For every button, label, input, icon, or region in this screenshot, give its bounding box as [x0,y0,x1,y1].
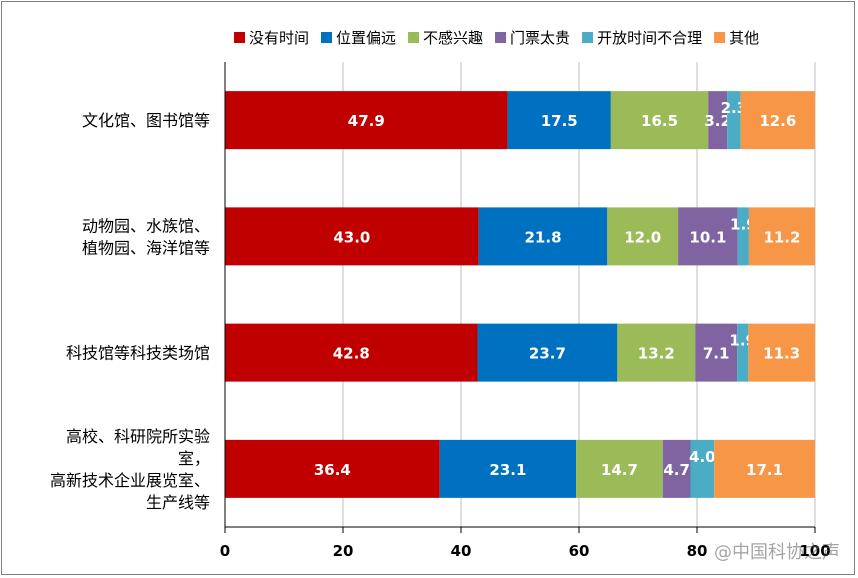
data-label-3-1: 23.1 [489,461,526,479]
legend-swatch-3 [495,32,507,43]
bar-1-3 [678,207,738,266]
bar-1-2 [607,207,679,266]
data-label-1-1: 21.8 [525,228,562,246]
data-label-0-5: 12.6 [759,112,796,130]
legend-label-3: 门票太贵 [510,29,570,47]
legend-label-0: 没有时间 [249,29,309,47]
x-tick-label-0: 0 [220,542,230,560]
data-label-2-1: 23.7 [529,345,566,363]
bar-2-0 [225,323,478,382]
data-label-1-0: 43.0 [333,228,370,246]
legend-swatch-4 [582,32,594,43]
legend-swatch-2 [408,32,420,43]
bar-1-1 [478,207,608,266]
category-label-0-0: 文化馆、图书馆等 [82,111,210,130]
bar-3-1 [439,439,577,498]
x-tick-label-40: 40 [451,542,472,560]
data-label-2-5: 11.3 [763,345,800,363]
bar-1-0 [225,207,479,266]
watermark: @中国科协之声 [714,542,840,563]
data-label-3-3: 4.7 [663,461,690,479]
category-label-3-2: 高新技术企业展览室、 [50,471,210,490]
x-tick-label-80: 80 [687,542,708,560]
bar-3-3 [662,439,691,498]
bar-1-5 [748,207,815,266]
data-label-0-0: 47.9 [348,112,385,130]
data-label-1-5: 11.2 [763,228,800,246]
bar-2-3 [695,323,738,382]
data-label-0-1: 17.5 [541,112,578,130]
category-label-1-1: 植物园、海洋馆等 [82,238,210,257]
bar-3-0 [225,439,440,498]
bar-1-4 [737,207,749,266]
bar-2-5 [748,323,815,382]
data-label-3-2: 14.7 [601,461,638,479]
data-label-0-3: 3.2 [704,112,731,130]
category-label-3-1: 室， [178,449,210,468]
category-label-2-0: 科技馆等科技类场馆 [66,344,210,363]
bar-0-1 [507,91,611,150]
bar-0-2 [610,91,709,150]
legend-swatch-1 [321,32,333,43]
x-tick-label-60: 60 [569,542,590,560]
bar-3-2 [576,439,663,498]
legend-label-1: 位置偏远 [336,29,396,47]
bar-3-4 [690,439,715,498]
category-label-3-3: 生产线等 [146,493,210,512]
legend-swatch-0 [234,32,245,43]
data-label-3-4: 4.0 [689,448,716,466]
bar-2-1 [477,323,618,382]
legend-swatch-5 [714,32,726,43]
data-label-0-4: 2.3 [721,99,748,117]
bar-0-4 [727,91,741,150]
data-label-2-2: 13.2 [638,345,675,363]
data-label-1-3: 10.1 [689,228,726,246]
bar-2-2 [617,323,696,382]
x-tick-label-20: 20 [333,542,354,560]
legend-label-4: 开放时间不合理 [597,29,702,47]
data-label-2-0: 42.8 [333,345,370,363]
legend-label-5: 其他 [729,29,759,47]
legend-label-2: 不感兴趣 [423,29,483,47]
bar-0-5 [740,91,815,150]
bar-0-3 [708,91,728,150]
category-label-1-0: 动物园、水族馆、 [82,216,210,235]
data-label-2-3: 7.1 [703,345,730,363]
bar-3-5 [714,439,815,498]
bar-0-0 [225,91,508,150]
x-tick-label-100: 100 [799,542,830,560]
bar-2-4 [737,323,749,382]
data-label-1-2: 12.0 [624,228,661,246]
data-label-3-0: 36.4 [314,461,351,479]
category-label-3-0: 高校、科研院所实验 [66,427,210,446]
data-label-0-2: 16.5 [641,112,678,130]
data-label-3-5: 17.1 [746,461,783,479]
